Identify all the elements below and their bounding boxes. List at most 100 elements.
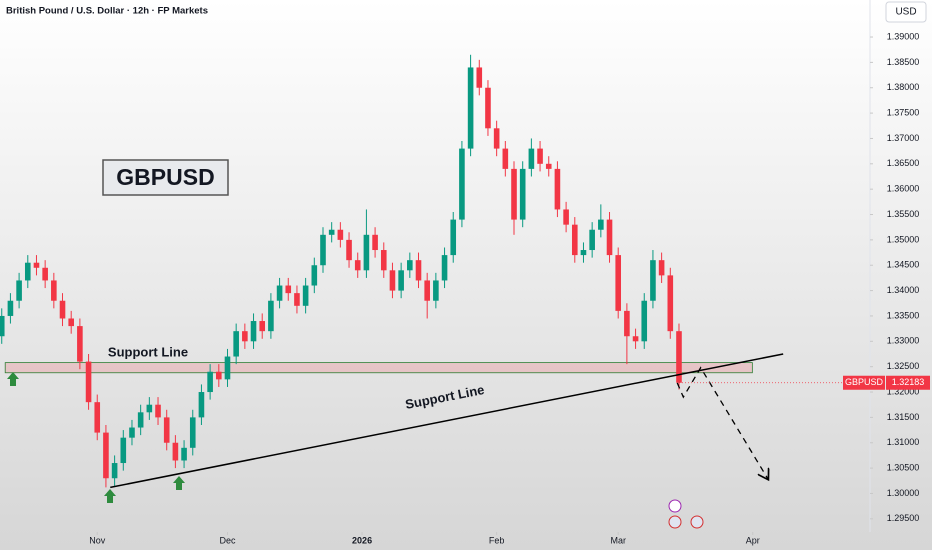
y-tick-label: 1.30500 xyxy=(887,462,920,472)
y-tick-label: 1.32000 xyxy=(887,386,920,396)
candle-body xyxy=(103,432,109,479)
price-tag-name: GBPUSD xyxy=(845,377,884,387)
projection-path xyxy=(676,366,768,480)
candle-body xyxy=(598,219,604,230)
candle-body xyxy=(207,371,213,393)
y-tick-label: 1.33000 xyxy=(887,336,920,346)
candle-body xyxy=(242,331,248,342)
candle-body xyxy=(68,318,74,327)
candle-body xyxy=(224,356,231,380)
y-tick-label: 1.31000 xyxy=(887,437,920,447)
symbol-box xyxy=(102,159,229,196)
price-tag-bg xyxy=(886,375,930,390)
event-icons xyxy=(668,499,704,529)
candle-body xyxy=(511,168,517,220)
y-tick-label: 1.37000 xyxy=(887,133,920,143)
candle-body xyxy=(302,285,309,306)
candle-body xyxy=(545,163,552,169)
candle-body xyxy=(328,229,335,235)
candle-body xyxy=(519,168,526,220)
candle-body xyxy=(389,270,396,291)
x-tick-label: Dec xyxy=(219,535,236,545)
candle-body xyxy=(129,427,135,438)
candle-body xyxy=(77,326,83,362)
candle-body xyxy=(7,300,14,316)
y-tick-label: 1.34500 xyxy=(887,260,920,270)
price-tag-name-bg xyxy=(843,375,885,390)
event-icon[interactable] xyxy=(690,515,704,529)
candle-body xyxy=(172,442,179,461)
currency-button[interactable] xyxy=(885,1,927,23)
y-tick-label: 1.29500 xyxy=(887,513,920,523)
candle-body xyxy=(450,219,457,256)
candle-body xyxy=(59,300,66,319)
candle-body xyxy=(667,275,674,332)
candle-body xyxy=(502,148,509,169)
event-icon[interactable] xyxy=(668,515,682,529)
candle-body xyxy=(658,260,665,276)
candle-body xyxy=(250,321,257,342)
y-tick-label: 1.31500 xyxy=(887,412,920,422)
candle-body xyxy=(407,260,413,271)
y-tick-label: 1.39000 xyxy=(887,31,920,41)
candle-body xyxy=(372,234,378,251)
y-tick-label: 1.32500 xyxy=(887,361,920,371)
candle-body xyxy=(424,280,430,301)
y-tick-label: 1.36500 xyxy=(887,158,920,168)
candle-body xyxy=(354,260,361,271)
candle-body xyxy=(33,262,40,268)
y-tick-label: 1.38000 xyxy=(887,82,920,92)
candle-body xyxy=(268,300,274,332)
y-tick-label: 1.35000 xyxy=(887,234,920,244)
x-tick-label: Nov xyxy=(89,535,106,545)
y-tick-label: 1.35500 xyxy=(887,209,920,219)
x-tick-label: Apr xyxy=(746,535,760,545)
y-tick-label: 1.38500 xyxy=(887,57,920,67)
candle-body xyxy=(459,148,465,220)
candle-body xyxy=(285,285,292,294)
x-tick-label: Mar xyxy=(610,535,626,545)
candle-body xyxy=(311,265,318,286)
support-label: Support Line xyxy=(108,344,188,359)
candle-body xyxy=(276,285,283,301)
candle-body xyxy=(624,310,630,337)
x-tick-label: 2026 xyxy=(352,535,372,545)
candle-body xyxy=(571,224,578,256)
y-tick-label: 1.34000 xyxy=(887,285,920,295)
candle-body xyxy=(441,255,448,281)
candle-body xyxy=(363,234,370,271)
support-zone xyxy=(4,362,753,374)
candle-body xyxy=(146,404,153,413)
candle-body xyxy=(537,148,543,164)
candle-body xyxy=(606,219,613,256)
candle-body xyxy=(51,280,57,301)
candle-body xyxy=(632,336,639,342)
candle-body xyxy=(198,392,205,418)
candle-body xyxy=(380,250,387,271)
event-icon[interactable] xyxy=(668,499,682,513)
candle-body xyxy=(16,280,22,301)
candle-body xyxy=(433,280,439,301)
candle-body xyxy=(337,229,344,240)
candle-body xyxy=(216,371,222,380)
candle-body xyxy=(42,267,48,281)
currency-label[interactable]: USD xyxy=(895,7,916,18)
candle-body xyxy=(554,168,561,210)
candle-body xyxy=(650,260,656,301)
candle-body xyxy=(467,67,474,149)
candle-body xyxy=(0,315,5,337)
candle-body xyxy=(528,148,535,169)
candle-body xyxy=(259,321,266,332)
y-tick-label: 1.30000 xyxy=(887,488,920,498)
candle-body xyxy=(85,361,92,403)
candle-body xyxy=(485,87,491,129)
candle-body xyxy=(163,417,170,443)
candle-body xyxy=(155,404,161,418)
candle-body xyxy=(415,260,422,281)
up-arrow xyxy=(7,372,19,386)
candle-body xyxy=(320,234,326,266)
candle-body xyxy=(476,67,483,88)
candle-body xyxy=(589,229,595,251)
candle-body xyxy=(120,437,127,464)
